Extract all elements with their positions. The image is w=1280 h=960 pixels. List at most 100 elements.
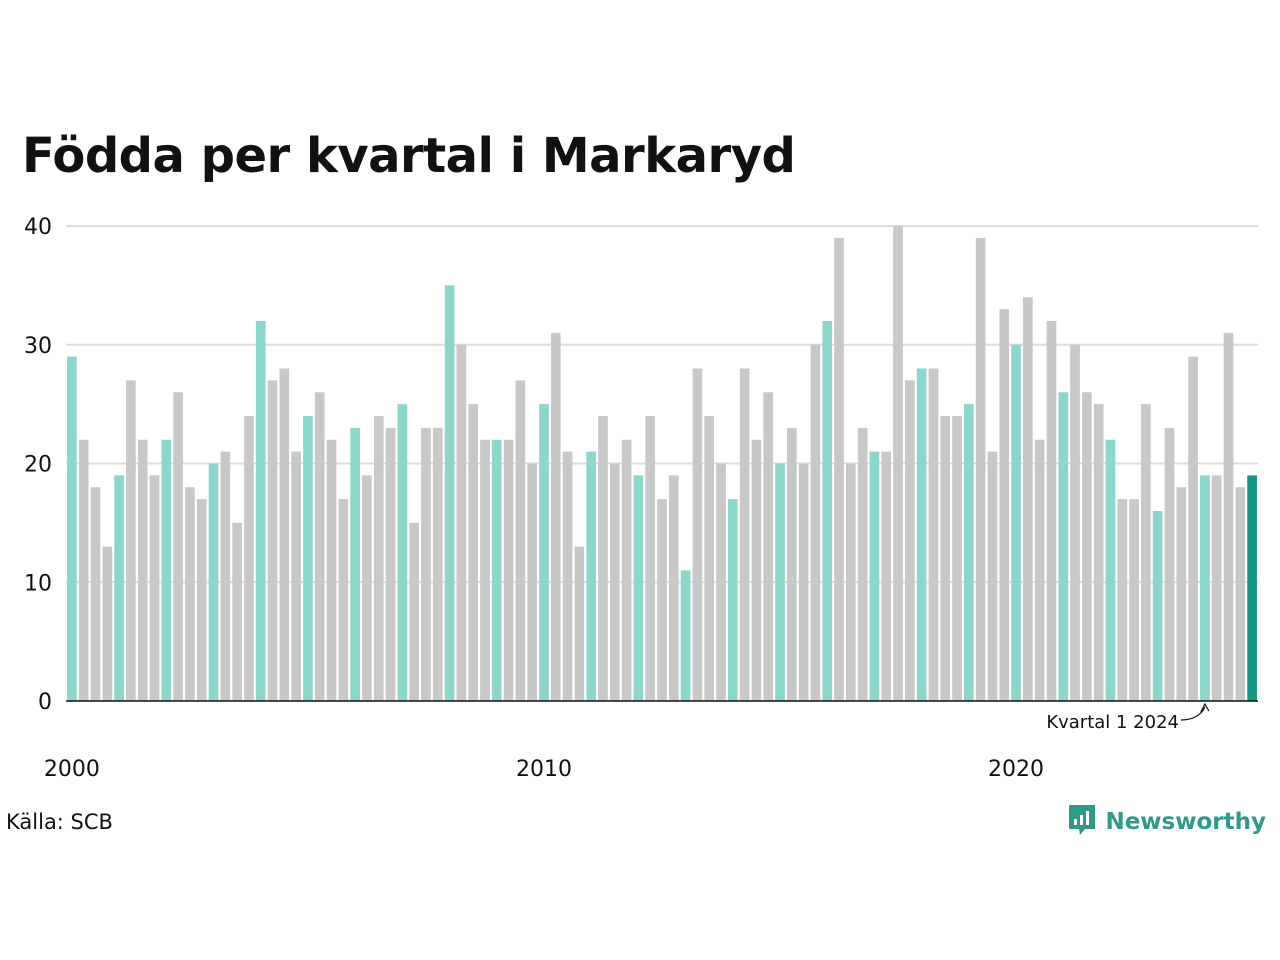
bar bbox=[893, 226, 903, 701]
bar bbox=[78, 439, 89, 701]
bar bbox=[432, 427, 443, 701]
bar bbox=[338, 499, 349, 701]
bar bbox=[1093, 404, 1104, 701]
bar bbox=[220, 451, 231, 701]
bar bbox=[527, 463, 538, 701]
bar bbox=[1070, 344, 1080, 701]
bar bbox=[751, 439, 762, 701]
bar bbox=[550, 332, 561, 701]
annotation-arrowhead bbox=[1200, 702, 1210, 713]
bar bbox=[775, 463, 785, 701]
bar bbox=[185, 487, 195, 701]
bar bbox=[692, 368, 703, 701]
bar bbox=[1164, 427, 1175, 701]
bars bbox=[67, 226, 1257, 701]
bar bbox=[409, 522, 419, 701]
bar bbox=[1034, 439, 1045, 701]
bar bbox=[1023, 297, 1033, 701]
bar bbox=[90, 487, 101, 701]
brand-name: Newsworthy bbox=[1105, 809, 1266, 835]
bar bbox=[739, 368, 750, 701]
bar bbox=[149, 475, 160, 701]
axes: 0 10 20 30 40 2000 2010 2020 bbox=[24, 215, 1258, 782]
bar bbox=[515, 380, 526, 701]
bar bbox=[1247, 475, 1257, 701]
source-note: Källa: SCB bbox=[6, 810, 113, 834]
bar bbox=[385, 427, 396, 701]
bar bbox=[468, 404, 479, 701]
annotation-arrow bbox=[1180, 706, 1206, 721]
annotation: Kvartal 1 2024 bbox=[1046, 702, 1210, 733]
bar bbox=[362, 475, 372, 701]
x-tick-label: 2010 bbox=[516, 757, 572, 782]
bar bbox=[1117, 499, 1128, 701]
bar bbox=[421, 427, 431, 701]
bar bbox=[1141, 404, 1151, 701]
bar bbox=[822, 321, 833, 701]
bar bbox=[645, 416, 656, 701]
bar bbox=[1188, 356, 1198, 701]
bar bbox=[232, 522, 242, 701]
bar bbox=[314, 392, 325, 701]
bar bbox=[905, 380, 915, 701]
bar bbox=[633, 475, 644, 701]
bar bbox=[1058, 392, 1069, 701]
bar bbox=[657, 499, 667, 701]
bar bbox=[1211, 475, 1222, 701]
bar bbox=[999, 309, 1010, 701]
bar bbox=[869, 451, 880, 701]
bar bbox=[562, 451, 573, 701]
bar bbox=[586, 451, 597, 701]
chart-area: 0 10 20 30 40 2000 2010 2020 Kvartal 1 2024 bbox=[24, 215, 1258, 782]
bar bbox=[845, 463, 856, 701]
bar bbox=[786, 427, 797, 701]
bar bbox=[598, 416, 608, 701]
bar bbox=[1129, 499, 1139, 701]
bar bbox=[102, 546, 113, 701]
bar bbox=[810, 344, 821, 701]
bar bbox=[397, 404, 408, 701]
bar bbox=[173, 392, 183, 701]
bar bbox=[987, 451, 998, 701]
bar bbox=[727, 499, 738, 701]
bar bbox=[668, 475, 679, 701]
bar bbox=[798, 463, 809, 701]
bar bbox=[1223, 332, 1234, 701]
y-tick-label: 0 bbox=[38, 690, 52, 715]
bar bbox=[539, 404, 549, 701]
bar bbox=[704, 416, 715, 701]
annotation-label: Kvartal 1 2024 bbox=[1046, 712, 1179, 733]
bar bbox=[1235, 487, 1246, 701]
chart-title: Födda per kvartal i Markaryd bbox=[22, 128, 796, 184]
bar bbox=[161, 439, 172, 701]
bar bbox=[503, 439, 514, 701]
bar bbox=[456, 344, 467, 701]
y-tick-label: 30 bbox=[24, 334, 52, 359]
bar bbox=[928, 368, 939, 701]
bar bbox=[952, 416, 962, 701]
bar bbox=[491, 439, 502, 701]
bar bbox=[303, 416, 313, 701]
bar bbox=[940, 416, 951, 701]
bar bbox=[881, 451, 892, 701]
bar bbox=[621, 439, 632, 701]
bar bbox=[680, 570, 691, 701]
bar bbox=[716, 463, 726, 701]
bar bbox=[267, 380, 278, 701]
bar bbox=[1046, 321, 1057, 701]
bar bbox=[1200, 475, 1210, 701]
brand-logo: Newsworthy bbox=[1067, 803, 1266, 841]
bar bbox=[609, 463, 620, 701]
bar bbox=[1082, 392, 1092, 701]
bar bbox=[1105, 439, 1116, 701]
x-tick-label: 2020 bbox=[988, 757, 1044, 782]
bar bbox=[1176, 487, 1187, 701]
bar bbox=[964, 404, 974, 701]
bar bbox=[916, 368, 927, 701]
y-tick-label: 20 bbox=[24, 453, 52, 478]
bar bbox=[196, 499, 207, 701]
bar bbox=[1152, 511, 1163, 701]
y-tick-label: 10 bbox=[24, 571, 52, 596]
bar bbox=[857, 427, 868, 701]
bar bbox=[326, 439, 337, 701]
